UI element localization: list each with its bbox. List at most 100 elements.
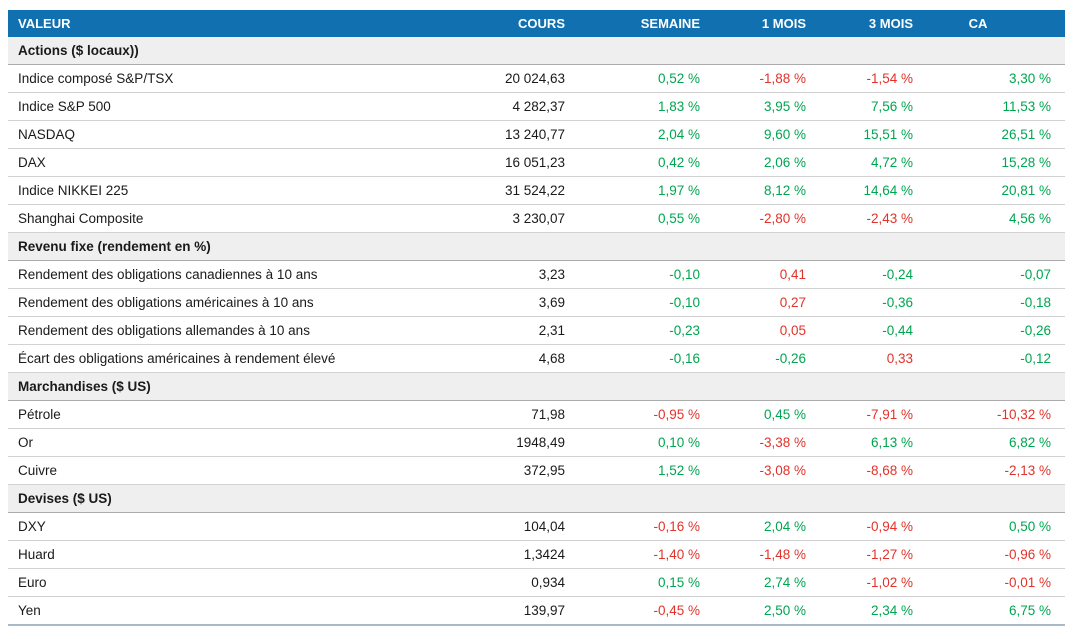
table-row: Indice composé S&P/TSX 20 024,63 0,52 % -1,… xyxy=(8,64,1065,93)
table-row: Yen 139,97 -0,45 % 2,50 % 2,34 % 6,75 % xyxy=(8,596,1065,626)
ca-change-cell: 11,53 % xyxy=(921,92,1065,121)
table-row: Écart des obligations américaines à rend… xyxy=(8,344,1065,373)
valeur-cell: NASDAQ xyxy=(8,120,438,149)
table-row: Shanghai Composite 3 230,07 0,55 % -2,80 % -… xyxy=(8,204,1065,233)
1mois-change-cell: 0,41 xyxy=(708,260,814,289)
3mois-change-cell: 0,33 xyxy=(814,344,921,373)
table-row: Rendement des obligations canadiennes à … xyxy=(8,260,1065,289)
header-row: VALEUR COURS SEMAINE 1 MOIS 3 MOIS CA xyxy=(8,10,1065,37)
section-row: Actions ($ locaux)) xyxy=(8,37,1065,65)
1mois-change-cell: -2,80 % xyxy=(708,204,814,233)
ca-change-cell: 6,82 % xyxy=(921,428,1065,457)
table-row: Or 1948,49 0,10 % -3,38 % 6,13 % 6,82 % xyxy=(8,428,1065,457)
cours-cell: 0,934 xyxy=(438,568,573,597)
semaine-change-cell: -0,10 xyxy=(573,288,708,317)
ca-change-cell: -2,13 % xyxy=(921,456,1065,485)
semaine-change-cell: -1,40 % xyxy=(573,540,708,569)
3mois-change-cell: -0,36 xyxy=(814,288,921,317)
3mois-change-cell: -1,27 % xyxy=(814,540,921,569)
valeur-cell: Cuivre xyxy=(8,456,438,485)
semaine-change-cell: 1,83 % xyxy=(573,92,708,121)
valeur-cell: Écart des obligations américaines à rend… xyxy=(8,344,438,373)
valeur-cell: Euro xyxy=(8,568,438,597)
ca-change-cell: 0,50 % xyxy=(921,512,1065,541)
ca-change-cell: 3,30 % xyxy=(921,64,1065,93)
cours-cell: 4,68 xyxy=(438,344,573,373)
1mois-change-cell: 0,45 % xyxy=(708,400,814,429)
section-label: Actions ($ locaux)) xyxy=(8,37,1065,65)
1mois-change-cell: 2,74 % xyxy=(708,568,814,597)
valeur-cell: Pétrole xyxy=(8,400,438,429)
semaine-change-cell: 0,10 % xyxy=(573,428,708,457)
1mois-change-cell: -0,26 xyxy=(708,344,814,373)
valeur-cell: Huard xyxy=(8,540,438,569)
3mois-change-cell: 6,13 % xyxy=(814,428,921,457)
valeur-cell: Rendement des obligations américaines à … xyxy=(8,288,438,317)
3mois-change-cell: 2,34 % xyxy=(814,596,921,626)
1mois-change-cell: 3,95 % xyxy=(708,92,814,121)
semaine-change-cell: 1,97 % xyxy=(573,176,708,205)
semaine-change-cell: 0,55 % xyxy=(573,204,708,233)
1mois-change-cell: -1,48 % xyxy=(708,540,814,569)
column-header-1mois: 1 MOIS xyxy=(708,10,814,37)
column-header-ca: CA xyxy=(921,10,1065,37)
semaine-change-cell: -0,45 % xyxy=(573,596,708,626)
valeur-cell: Indice composé S&P/TSX xyxy=(8,64,438,93)
valeur-cell: DAX xyxy=(8,148,438,177)
3mois-change-cell: 7,56 % xyxy=(814,92,921,121)
column-header-semaine: SEMAINE xyxy=(573,10,708,37)
1mois-change-cell: 2,50 % xyxy=(708,596,814,626)
cours-cell: 20 024,63 xyxy=(438,64,573,93)
1mois-change-cell: 8,12 % xyxy=(708,176,814,205)
ca-change-cell: -0,96 % xyxy=(921,540,1065,569)
ca-change-cell: -0,12 xyxy=(921,344,1065,373)
3mois-change-cell: 14,64 % xyxy=(814,176,921,205)
cours-cell: 372,95 xyxy=(438,456,573,485)
table-row: Euro 0,934 0,15 % 2,74 % -1,02 % -0,01 % xyxy=(8,568,1065,597)
3mois-change-cell: -8,68 % xyxy=(814,456,921,485)
semaine-change-cell: 0,42 % xyxy=(573,148,708,177)
ca-change-cell: 20,81 % xyxy=(921,176,1065,205)
1mois-change-cell: 0,27 xyxy=(708,288,814,317)
3mois-change-cell: 15,51 % xyxy=(814,120,921,149)
section-row: Devises ($ US) xyxy=(8,484,1065,513)
table-row: Indice NIKKEI 225 31 524,22 1,97 % 8,12 % 14… xyxy=(8,176,1065,205)
3mois-change-cell: -1,54 % xyxy=(814,64,921,93)
ca-change-cell: -0,26 xyxy=(921,316,1065,345)
cours-cell: 16 051,23 xyxy=(438,148,573,177)
cours-cell: 1,3424 xyxy=(438,540,573,569)
table-row: Rendement des obligations américaines à … xyxy=(8,288,1065,317)
table-row: Pétrole 71,98 -0,95 % 0,45 % -7,91 % -10,32 % xyxy=(8,400,1065,429)
cours-cell: 2,31 xyxy=(438,316,573,345)
cours-cell: 139,97 xyxy=(438,596,573,626)
cours-cell: 104,04 xyxy=(438,512,573,541)
cours-cell: 3,69 xyxy=(438,288,573,317)
semaine-change-cell: -0,95 % xyxy=(573,400,708,429)
table-row: Indice S&P 500 4 282,37 1,83 % 3,95 % 7,56 %… xyxy=(8,92,1065,121)
ca-change-cell: -0,01 % xyxy=(921,568,1065,597)
table-row: DAX 16 051,23 0,42 % 2,06 % 4,72 % 15,28 % xyxy=(8,148,1065,177)
3mois-change-cell: -0,44 xyxy=(814,316,921,345)
valeur-cell: Shanghai Composite xyxy=(8,204,438,233)
table-row: Huard 1,3424 -1,40 % -1,48 % -1,27 % -0,96 % xyxy=(8,540,1065,569)
cours-cell: 71,98 xyxy=(438,400,573,429)
1mois-change-cell: 0,05 xyxy=(708,316,814,345)
semaine-change-cell: -0,16 xyxy=(573,344,708,373)
1mois-change-cell: -3,08 % xyxy=(708,456,814,485)
cours-cell: 31 524,22 xyxy=(438,176,573,205)
semaine-change-cell: -0,10 xyxy=(573,260,708,289)
valeur-cell: Yen xyxy=(8,596,438,626)
3mois-change-cell: -0,94 % xyxy=(814,512,921,541)
3mois-change-cell: -0,24 xyxy=(814,260,921,289)
table-header: VALEUR COURS SEMAINE 1 MOIS 3 MOIS CA xyxy=(8,10,1065,37)
1mois-change-cell: -1,88 % xyxy=(708,64,814,93)
semaine-change-cell: -0,16 % xyxy=(573,512,708,541)
valeur-cell: Rendement des obligations canadiennes à … xyxy=(8,260,438,289)
3mois-change-cell: -1,02 % xyxy=(814,568,921,597)
1mois-change-cell: 9,60 % xyxy=(708,120,814,149)
semaine-change-cell: -0,23 xyxy=(573,316,708,345)
ca-change-cell: 6,75 % xyxy=(921,596,1065,626)
column-header-cours: COURS xyxy=(438,10,573,37)
ca-change-cell: -0,18 xyxy=(921,288,1065,317)
